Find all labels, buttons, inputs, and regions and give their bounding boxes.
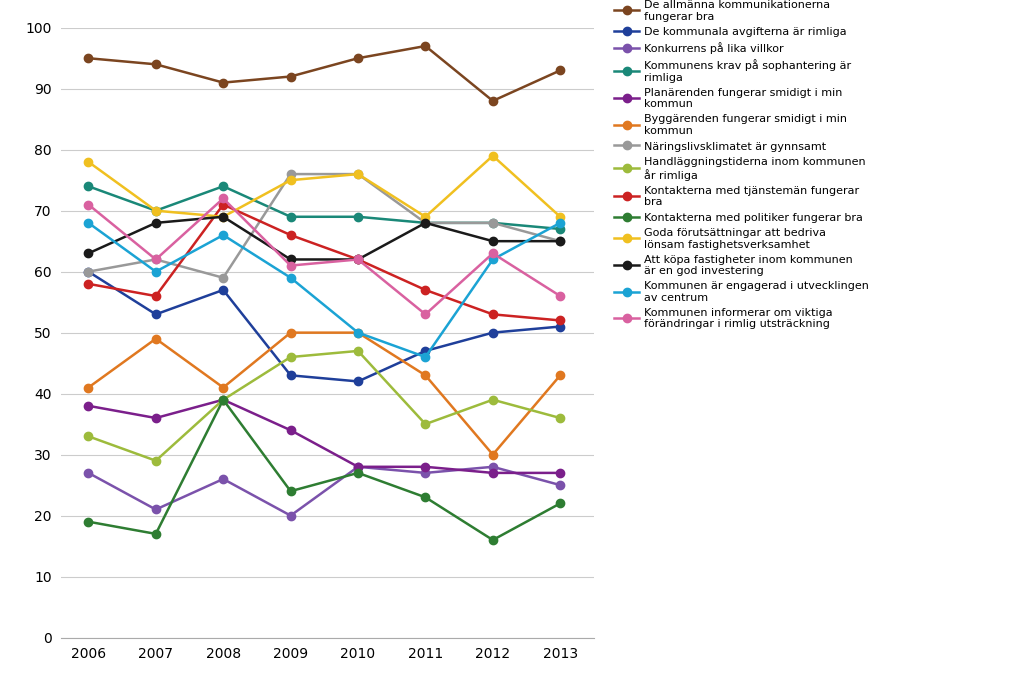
Legend: De allmänna kommunikationerna
fungerar bra, De kommunala avgifterna är rimliga, : De allmänna kommunikationerna fungerar b…	[614, 0, 869, 329]
